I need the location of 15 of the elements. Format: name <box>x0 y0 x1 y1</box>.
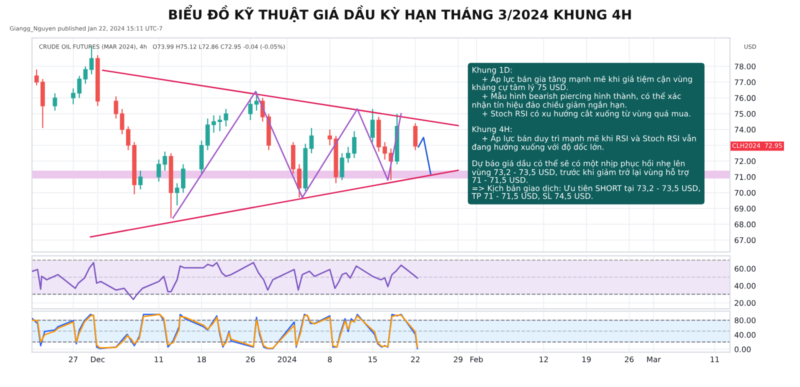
candlestick <box>83 66 88 84</box>
candlestick <box>328 128 332 146</box>
line-series <box>172 90 402 219</box>
candlestick <box>248 98 253 121</box>
candlestick <box>138 170 143 190</box>
candlestick <box>340 152 344 181</box>
line-series <box>32 262 418 300</box>
candlestick <box>199 140 204 174</box>
candlestick <box>224 108 228 127</box>
chart-title: BIỂU ĐỒ KỸ THUẬT GIÁ DẦU KỲ HẠN THÁNG 3/2024 KHUNG 4H <box>169 4 631 22</box>
candlestick <box>52 92 58 112</box>
candlestick <box>114 96 118 120</box>
candlestick <box>370 108 375 143</box>
candlestick <box>309 127 314 154</box>
candlestick <box>413 122 418 151</box>
